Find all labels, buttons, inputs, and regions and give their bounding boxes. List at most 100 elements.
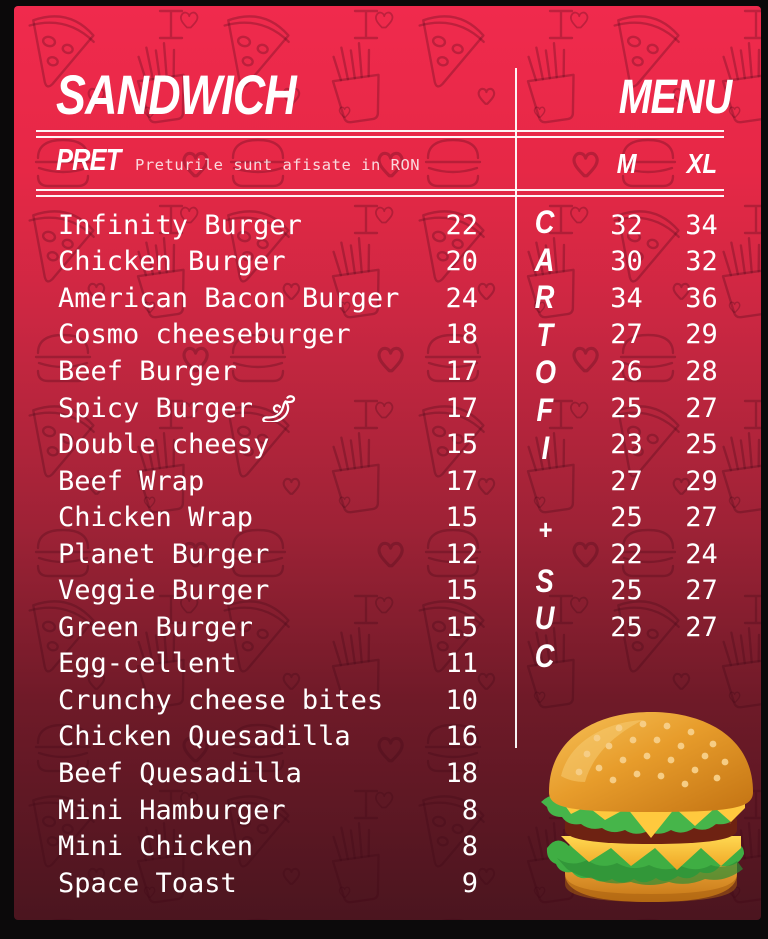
combo-price-xl: 28 bbox=[685, 355, 718, 387]
burger-illustration bbox=[541, 712, 753, 902]
item-name: Chicken Wrap bbox=[58, 502, 254, 534]
combo-price-xl: 34 bbox=[685, 209, 718, 241]
item-name: Beef Burger bbox=[58, 355, 237, 387]
side-label-letter: I bbox=[541, 429, 549, 466]
item-price: 11 bbox=[445, 648, 478, 680]
chili-pepper-icon bbox=[262, 395, 296, 422]
item-price: 15 bbox=[445, 611, 478, 643]
menu-item-row: Chicken Burger 20 bbox=[58, 244, 478, 281]
combo-price-xl: 29 bbox=[685, 465, 718, 497]
combo-price-row: 25 27 bbox=[589, 499, 739, 536]
combo-price-xl: 29 bbox=[685, 319, 718, 351]
item-name: Mini Chicken bbox=[58, 831, 254, 863]
side-label: C A R T O F I + S U C bbox=[522, 204, 568, 676]
menu-card: SANDWICH MENU PRET Preturile sunt afisat… bbox=[14, 6, 761, 920]
combo-price-row: 23 25 bbox=[589, 426, 739, 463]
menu-item-row: Beef Quesadilla 18 bbox=[58, 755, 478, 792]
legend-divider-line bbox=[36, 189, 724, 197]
combo-price-row: 30 32 bbox=[589, 244, 739, 281]
combo-price-xl: 27 bbox=[685, 611, 718, 643]
item-name: Veggie Burger bbox=[58, 575, 270, 607]
menu-item-row: Egg-cellent 11 bbox=[58, 646, 478, 683]
combo-price-m: 26 bbox=[610, 355, 643, 387]
item-name: Mini Hamburger bbox=[58, 794, 286, 826]
price-section-label: PRET bbox=[56, 142, 121, 177]
combo-price-row: 32 34 bbox=[589, 207, 739, 244]
currency-note: Preturile sunt afisate in RON bbox=[135, 156, 421, 174]
side-label-letter: C bbox=[535, 637, 555, 674]
item-price: 24 bbox=[445, 282, 478, 314]
item-name: Space Toast bbox=[58, 867, 237, 899]
item-price: 10 bbox=[445, 684, 478, 716]
item-name: Crunchy cheese bites bbox=[58, 684, 384, 716]
side-label-letter: + bbox=[538, 514, 552, 546]
side-label-letter: S bbox=[535, 562, 555, 599]
size-column-headers: M XL bbox=[589, 148, 739, 180]
side-label-letter: F bbox=[536, 391, 554, 428]
combo-price-xl: 27 bbox=[685, 575, 718, 607]
item-name: American Bacon Burger bbox=[58, 282, 400, 314]
item-name: Chicken Quesadilla bbox=[58, 721, 351, 753]
item-price: 18 bbox=[445, 757, 478, 789]
menu-item-row: Infinity Burger 22 bbox=[58, 207, 478, 244]
combo-price-xl: 32 bbox=[685, 246, 718, 278]
menu-item-row: Green Burger 15 bbox=[58, 609, 478, 646]
item-name: Spicy Burger bbox=[58, 392, 254, 424]
menu-item-row: Space Toast 9 bbox=[58, 865, 478, 902]
item-price: 17 bbox=[445, 355, 478, 387]
combo-price-m: 25 bbox=[610, 575, 643, 607]
side-label-letter: U bbox=[535, 600, 555, 637]
combo-price-m: 25 bbox=[610, 502, 643, 534]
combo-price-xl: 36 bbox=[685, 282, 718, 314]
combo-price-m: 27 bbox=[610, 319, 643, 351]
item-price: 8 bbox=[461, 794, 478, 826]
item-price: 9 bbox=[461, 867, 478, 899]
side-label-letter: R bbox=[535, 279, 555, 316]
item-price: 15 bbox=[445, 429, 478, 461]
header-divider-line bbox=[36, 130, 724, 138]
combo-price-row: 22 24 bbox=[589, 536, 739, 573]
item-price: 20 bbox=[445, 246, 478, 278]
item-name: Cosmo cheeseburger bbox=[58, 319, 351, 351]
menu-item-row: Spicy Burger 17 bbox=[58, 390, 478, 427]
side-label-letter: A bbox=[535, 241, 555, 278]
menu-item-row: Mini Chicken 8 bbox=[58, 828, 478, 865]
menu-item-row: Beef Burger 17 bbox=[58, 353, 478, 390]
menu-item-row: American Bacon Burger 24 bbox=[58, 280, 478, 317]
item-name: Green Burger bbox=[58, 611, 254, 643]
item-price: 16 bbox=[445, 721, 478, 753]
combo-price-row: 27 29 bbox=[589, 317, 739, 354]
combo-price-xl: 24 bbox=[685, 538, 718, 570]
side-label-letter: C bbox=[535, 204, 555, 240]
combo-price-row: 25 27 bbox=[589, 609, 739, 646]
combo-price-row: 27 29 bbox=[589, 463, 739, 500]
combo-price-row: 25 27 bbox=[589, 390, 739, 427]
combo-price-m: 25 bbox=[610, 611, 643, 643]
combo-price-list: 32 34 30 32 34 36 27 29 26 28 25 27 23 25 27 29 25 27 22 24… bbox=[589, 207, 739, 646]
item-name: Planet Burger bbox=[58, 538, 270, 570]
menu-item-row: Chicken Wrap 15 bbox=[58, 499, 478, 536]
combo-price-m: 32 bbox=[610, 209, 643, 241]
menu-item-row: Cosmo cheeseburger 18 bbox=[58, 317, 478, 354]
column-header-m: M bbox=[616, 148, 637, 179]
menu-item-row: Crunchy cheese bites 10 bbox=[58, 682, 478, 719]
combo-price-m: 27 bbox=[610, 465, 643, 497]
combo-price-xl: 25 bbox=[685, 429, 718, 461]
page-title-menu: MENU bbox=[618, 71, 731, 124]
combo-price-m: 25 bbox=[610, 392, 643, 424]
item-price: 15 bbox=[445, 502, 478, 534]
bottom-frame-bar bbox=[0, 920, 768, 939]
page-title-sandwich: SANDWICH bbox=[56, 63, 297, 126]
combo-price-row: 25 27 bbox=[589, 572, 739, 609]
vertical-divider-line bbox=[515, 68, 517, 748]
combo-price-m: 30 bbox=[610, 246, 643, 278]
menu-item-row: Chicken Quesadilla 16 bbox=[58, 719, 478, 756]
item-price: 22 bbox=[445, 209, 478, 241]
combo-price-row: 26 28 bbox=[589, 353, 739, 390]
item-name: Chicken Burger bbox=[58, 246, 286, 278]
combo-price-m: 22 bbox=[610, 538, 643, 570]
item-name: Double cheesy bbox=[58, 429, 270, 461]
menu-item-row: Planet Burger 12 bbox=[58, 536, 478, 573]
item-price: 12 bbox=[445, 538, 478, 570]
item-name: Infinity Burger bbox=[58, 209, 302, 241]
